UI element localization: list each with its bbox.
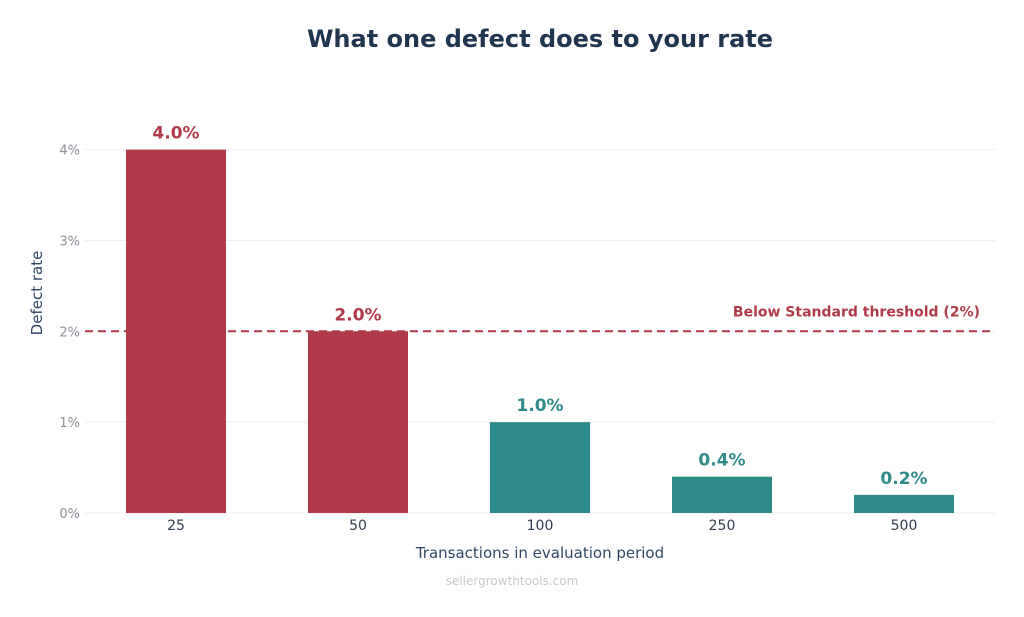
x-tick-label: 250 — [709, 518, 736, 534]
threshold: Below Standard threshold (2%) — [85, 304, 995, 333]
x-axis-ticks: 25 50 100 250 500 — [167, 518, 917, 534]
y-tick-label: 3% — [59, 234, 80, 249]
y-tick-label: 4% — [59, 144, 80, 159]
y-tick-label: 2% — [59, 325, 80, 340]
x-tick-label: 500 — [891, 518, 918, 534]
x-tick-label: 25 — [167, 518, 185, 534]
y-axis-label: Defect rate — [28, 251, 46, 336]
bar — [854, 494, 954, 513]
y-tick-label: 1% — [59, 416, 80, 431]
watermark: sellergrowthtools.com — [446, 574, 579, 588]
chart-title: What one defect does to your rate — [307, 25, 773, 53]
y-tick-label: 0% — [59, 507, 80, 522]
x-tick-label: 50 — [349, 518, 367, 534]
x-tick-label: 100 — [527, 518, 554, 534]
data-label: 0.2% — [880, 469, 927, 489]
data-label: 4.0% — [152, 124, 199, 144]
data-label: 0.4% — [698, 451, 745, 471]
data-label: 1.0% — [516, 396, 563, 416]
data-label: 2.0% — [334, 305, 381, 325]
data-labels: 4.0% 2.0% 1.0% 0.4% 0.2% — [152, 124, 927, 489]
y-axis-ticks: 0% 1% 2% 3% 4% — [59, 144, 80, 522]
bar — [490, 422, 590, 513]
threshold-label: Below Standard threshold (2%) — [733, 304, 980, 320]
bar — [672, 476, 772, 513]
x-axis-label: Transactions in evaluation period — [415, 544, 664, 562]
bar — [308, 331, 408, 513]
